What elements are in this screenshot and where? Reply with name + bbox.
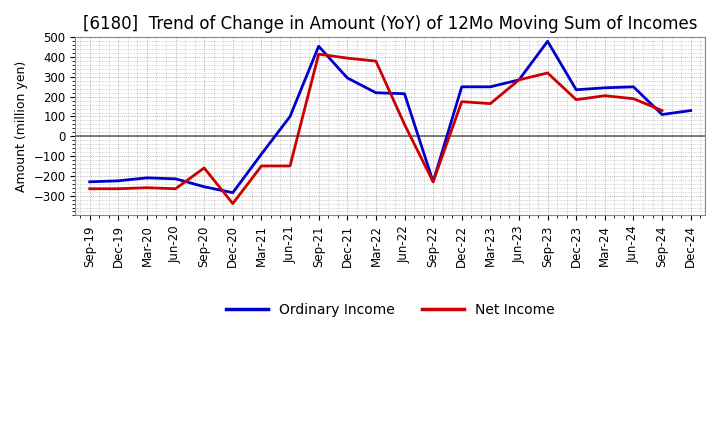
Net Income <box>515 77 523 83</box>
Net Income <box>629 96 638 101</box>
Ordinary Income <box>457 84 466 89</box>
Ordinary Income <box>372 90 380 95</box>
Net Income <box>343 55 351 61</box>
Ordinary Income <box>86 179 94 184</box>
Ordinary Income <box>143 175 151 180</box>
Ordinary Income <box>658 112 667 117</box>
Net Income <box>544 70 552 76</box>
Ordinary Income <box>629 84 638 89</box>
Net Income <box>286 163 294 169</box>
Ordinary Income <box>544 39 552 44</box>
Ordinary Income <box>257 151 266 157</box>
Ordinary Income <box>486 84 495 89</box>
Net Income <box>486 101 495 106</box>
Ordinary Income <box>686 108 695 113</box>
Ordinary Income <box>515 77 523 83</box>
Net Income <box>143 185 151 191</box>
Net Income <box>228 201 237 206</box>
Ordinary Income <box>600 85 609 91</box>
Ordinary Income <box>343 75 351 81</box>
Ordinary Income <box>200 184 209 189</box>
Ordinary Income <box>286 114 294 119</box>
Net Income <box>200 165 209 171</box>
Net Income <box>86 186 94 191</box>
Net Income <box>400 122 409 127</box>
Ordinary Income <box>429 179 438 184</box>
Title: [6180]  Trend of Change in Amount (YoY) of 12Mo Moving Sum of Incomes: [6180] Trend of Change in Amount (YoY) o… <box>83 15 698 33</box>
Net Income <box>457 99 466 104</box>
Ordinary Income <box>228 190 237 195</box>
Net Income <box>315 51 323 57</box>
Ordinary Income <box>572 87 580 92</box>
Net Income <box>658 108 667 113</box>
Net Income <box>171 186 180 191</box>
Legend: Ordinary Income, Net Income: Ordinary Income, Net Income <box>220 297 560 323</box>
Ordinary Income <box>171 176 180 181</box>
Net Income <box>572 97 580 103</box>
Net Income <box>600 93 609 99</box>
Line: Ordinary Income: Ordinary Income <box>90 41 690 193</box>
Line: Net Income: Net Income <box>90 54 662 204</box>
Net Income <box>429 179 438 184</box>
Y-axis label: Amount (million yen): Amount (million yen) <box>15 61 28 192</box>
Net Income <box>114 186 122 191</box>
Net Income <box>372 59 380 64</box>
Ordinary Income <box>315 44 323 49</box>
Net Income <box>257 163 266 169</box>
Ordinary Income <box>400 91 409 96</box>
Ordinary Income <box>114 178 122 183</box>
